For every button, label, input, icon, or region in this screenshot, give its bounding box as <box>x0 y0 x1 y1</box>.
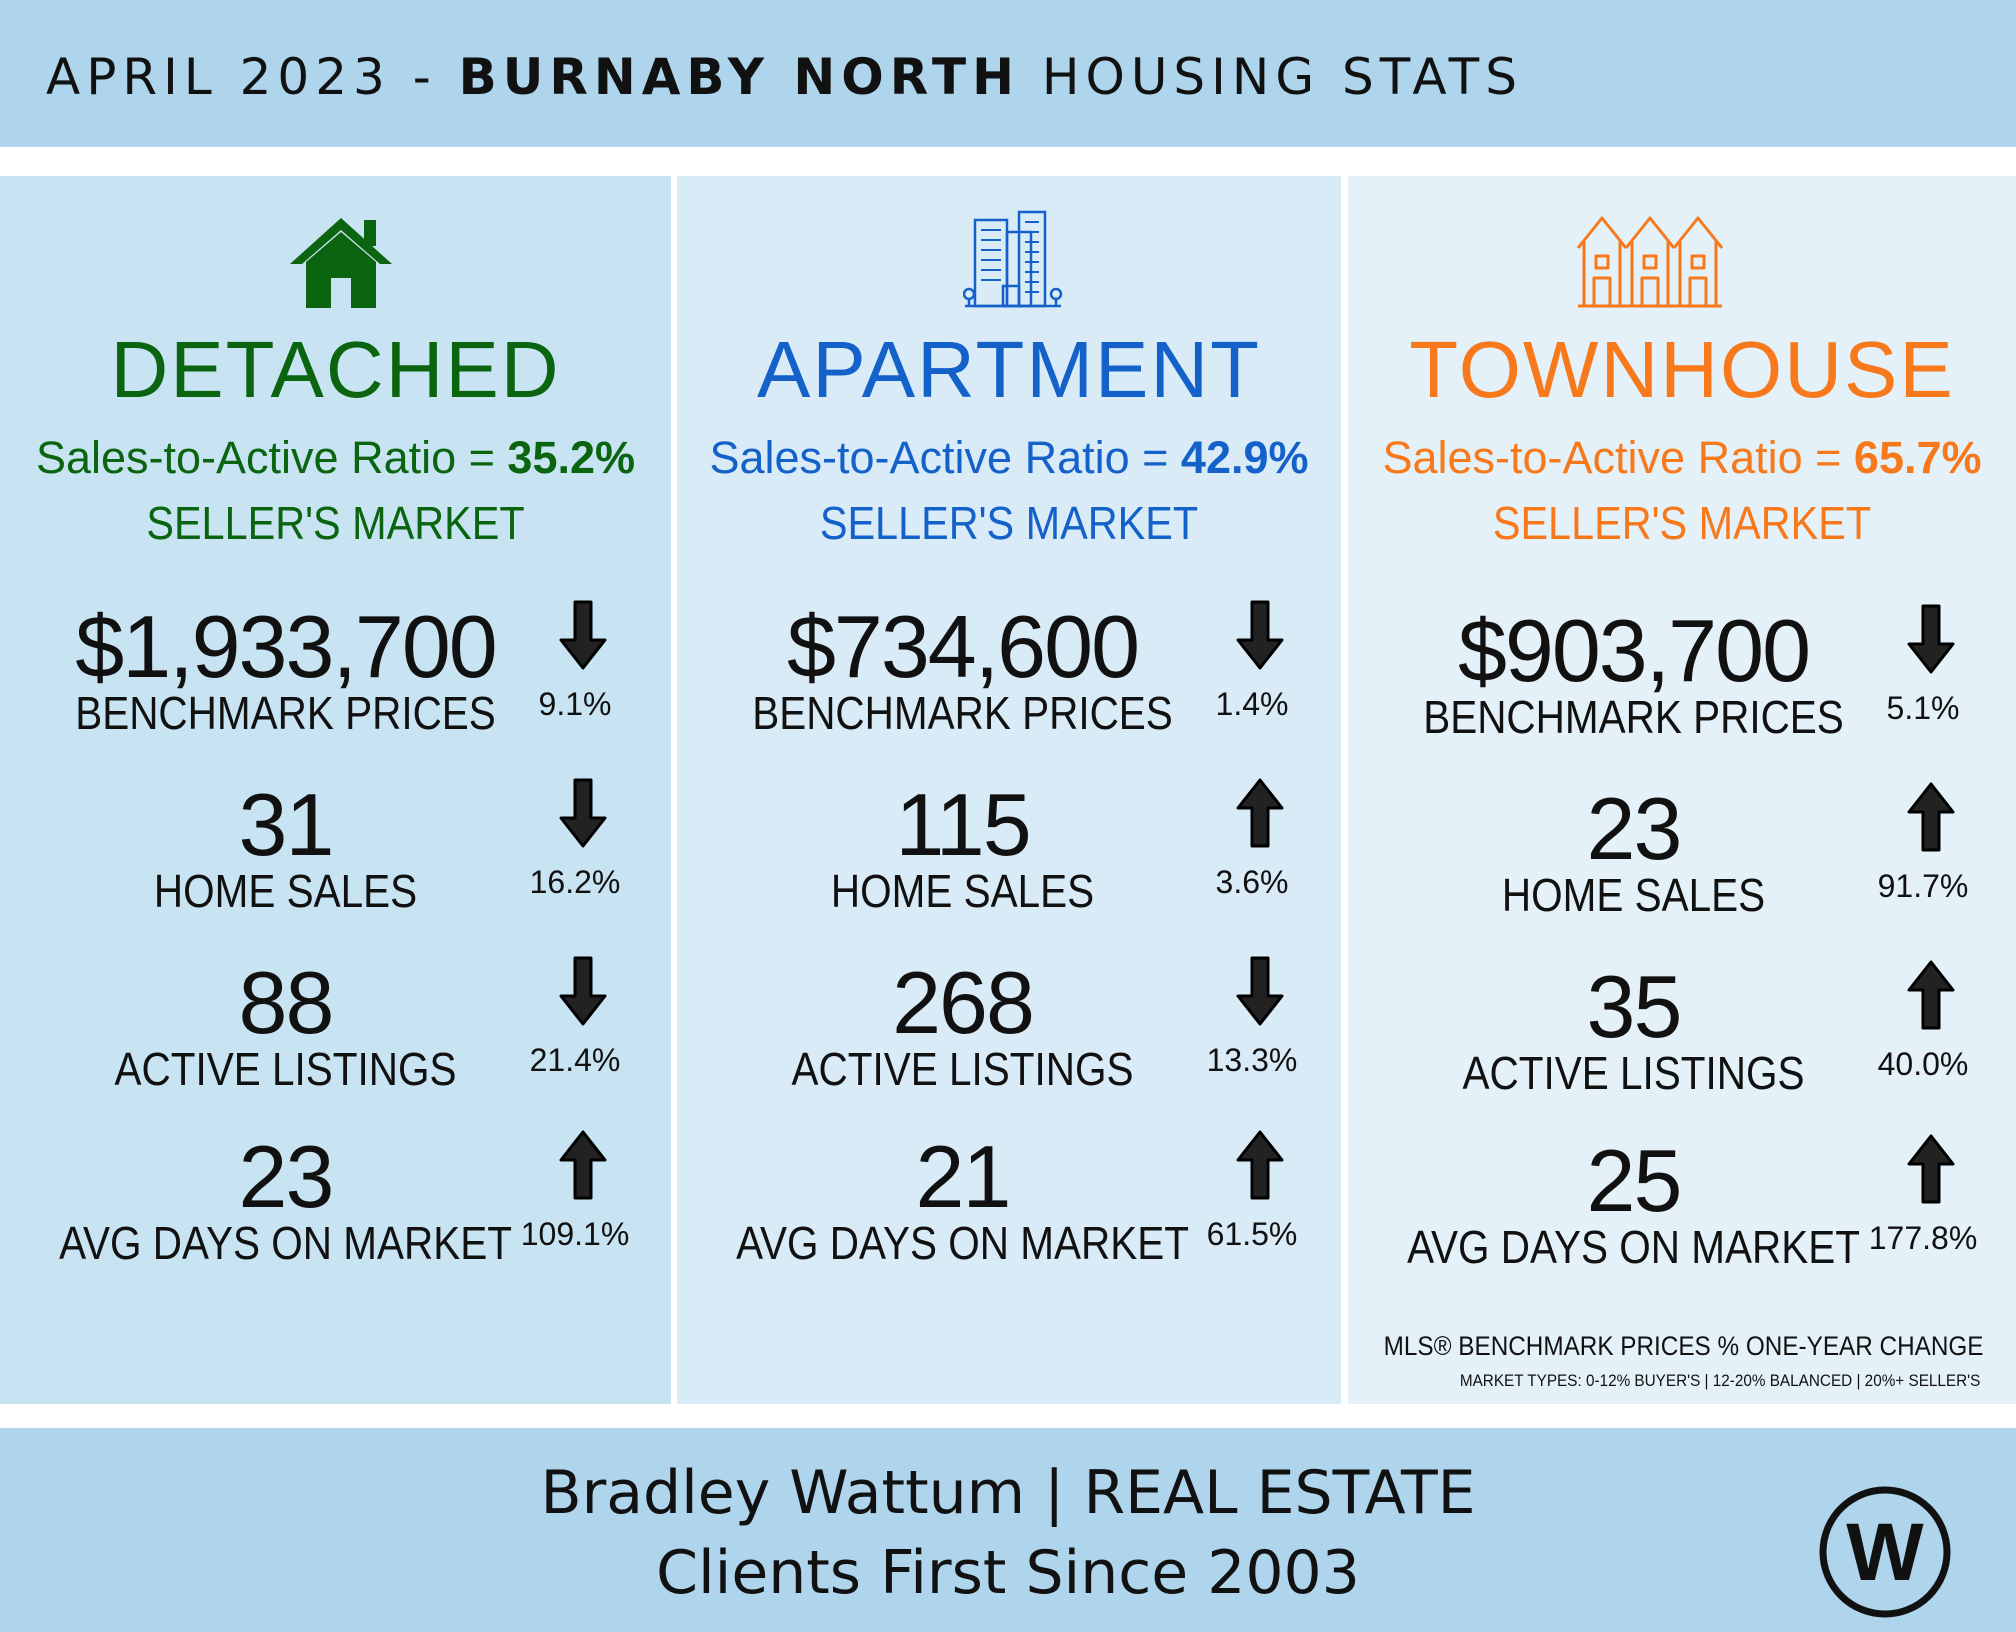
stat-home-sales: 31 HOME SALES 16.2% <box>0 774 671 924</box>
stat-label: ACTIVE LISTINGS <box>1462 1047 1805 1099</box>
stat-label: ACTIVE LISTINGS <box>114 1043 457 1095</box>
stat-label: HOME SALES <box>830 865 1095 917</box>
column-townhouse: TOWNHOUSE Sales-to-Active Ratio = 65.7% … <box>1348 176 2016 1404</box>
stat-benchmark-price: $734,600 BENCHMARK PRICES 1.4% <box>677 596 1341 746</box>
stat-benchmark-price: $903,700 BENCHMARK PRICES 5.1% <box>1348 600 2016 750</box>
market-type-townhouse: SELLER'S MARKET <box>1492 497 1872 549</box>
arrow-up-icon <box>1236 778 1284 848</box>
stat-change: 16.2% <box>529 864 621 900</box>
arrow-down-icon <box>1236 956 1284 1026</box>
footnote-market-types: MARKET TYPES: 0-12% BUYER'S | 12-20% BAL… <box>1459 1371 1980 1390</box>
stat-label: BENCHMARK PRICES <box>752 687 1173 739</box>
stat-value: 88 <box>238 953 335 1052</box>
stat-home-sales: 23 HOME SALES 91.7% <box>1348 778 2016 928</box>
stat-value: $734,600 <box>786 597 1140 696</box>
column-detached: DETACHED Sales-to-Active Ratio = 35.2% S… <box>0 176 671 1404</box>
stat-change: 21.4% <box>529 1042 621 1078</box>
type-title-detached: DETACHED <box>110 325 561 414</box>
stat-label: AVG DAYS ON MARKET <box>1407 1221 1860 1273</box>
arrow-up-icon <box>1907 1134 1955 1204</box>
stat-label: BENCHMARK PRICES <box>1423 691 1844 743</box>
stat-label: ACTIVE LISTINGS <box>791 1043 1134 1095</box>
arrow-up-icon <box>1236 1130 1284 1200</box>
stat-label: HOME SALES <box>1501 869 1766 921</box>
stat-change: 3.6% <box>1215 864 1289 900</box>
type-title-townhouse: TOWNHOUSE <box>1409 325 1955 414</box>
ratio-value: 42.9% <box>1180 432 1309 483</box>
stat-change: 5.1% <box>1886 690 1960 726</box>
agent-tagline: Clients First Since 2003 <box>656 1538 1360 1608</box>
stat-value: 23 <box>1586 779 1683 878</box>
ratio-label: Sales-to-Active Ratio = <box>35 432 508 483</box>
agent-name: Bradley Wattum | REAL ESTATE <box>540 1458 1476 1528</box>
title-suffix: HOUSING STATS <box>1019 48 1523 106</box>
arrow-down-icon <box>1236 600 1284 670</box>
stat-change: 1.4% <box>1215 686 1289 722</box>
stat-active-listings: 268 ACTIVE LISTINGS 13.3% <box>677 952 1341 1102</box>
arrow-up-icon <box>1907 960 1955 1030</box>
stat-active-listings: 35 ACTIVE LISTINGS 40.0% <box>1348 956 2016 1106</box>
apartment-building-icon <box>963 210 1063 308</box>
stat-label: HOME SALES <box>153 865 418 917</box>
stat-label: AVG DAYS ON MARKET <box>736 1217 1189 1269</box>
stat-avg-days-on-market: 23 AVG DAYS ON MARKET 109.1% <box>0 1126 671 1276</box>
arrow-down-icon <box>559 600 607 670</box>
ratio-detached: Sales-to-Active Ratio = 35.2% <box>0 432 671 484</box>
footnote-benchmark: MLS® BENCHMARK PRICES % ONE-YEAR CHANGE <box>1384 1331 1984 1361</box>
column-apartment: APARTMENT Sales-to-Active Ratio = 42.9% … <box>677 176 1341 1404</box>
arrow-down-icon <box>1907 604 1955 674</box>
ratio-label: Sales-to-Active Ratio = <box>1382 432 1854 483</box>
ratio-value: 35.2% <box>507 432 636 483</box>
market-type-detached: SELLER'S MARKET <box>146 497 525 549</box>
type-title-apartment: APARTMENT <box>757 325 1261 414</box>
page-title: APRIL 2023 - BURNABY NORTH HOUSING STATS <box>46 48 1523 106</box>
stat-value: 115 <box>895 775 1031 874</box>
stat-value: 31 <box>238 775 335 874</box>
stat-home-sales: 115 HOME SALES 3.6% <box>677 774 1341 924</box>
w-logo-icon: W <box>1819 1486 1951 1618</box>
stat-value: $1,933,700 <box>75 597 497 696</box>
stat-value: $903,700 <box>1457 601 1811 700</box>
stat-value: 21 <box>915 1127 1012 1226</box>
stat-active-listings: 88 ACTIVE LISTINGS 21.4% <box>0 952 671 1102</box>
townhouse-icon <box>1576 216 1724 308</box>
ratio-value: 65.7% <box>1853 432 1982 483</box>
arrow-down-icon <box>559 778 607 848</box>
arrow-up-icon <box>1907 782 1955 852</box>
stat-label: AVG DAYS ON MARKET <box>59 1217 512 1269</box>
stat-change: 9.1% <box>538 686 612 722</box>
title-area: BURNABY NORTH <box>458 48 1020 106</box>
footer-banner: Bradley Wattum | REAL ESTATE Clients Fir… <box>0 1428 2016 1632</box>
logo-letter: W <box>1846 1507 1924 1598</box>
stat-benchmark-price: $1,933,700 BENCHMARK PRICES 9.1% <box>0 596 671 746</box>
header-banner: APRIL 2023 - BURNABY NORTH HOUSING STATS <box>0 0 2016 147</box>
ratio-apartment: Sales-to-Active Ratio = 42.9% <box>677 432 1341 484</box>
ratio-label: Sales-to-Active Ratio = <box>709 432 1181 483</box>
stat-change: 91.7% <box>1877 868 1969 904</box>
title-date: APRIL 2023 - <box>46 48 459 106</box>
stat-avg-days-on-market: 25 AVG DAYS ON MARKET 177.8% <box>1348 1130 2016 1280</box>
arrow-up-icon <box>559 1130 607 1200</box>
stat-label: BENCHMARK PRICES <box>75 687 496 739</box>
stat-change: 13.3% <box>1206 1042 1298 1078</box>
stat-change: 109.1% <box>520 1216 630 1252</box>
stat-value: 268 <box>892 953 1035 1052</box>
ratio-townhouse: Sales-to-Active Ratio = 65.7% <box>1348 432 2016 484</box>
stat-avg-days-on-market: 21 AVG DAYS ON MARKET 61.5% <box>677 1126 1341 1276</box>
market-type-apartment: SELLER'S MARKET <box>819 497 1199 549</box>
arrow-down-icon <box>559 956 607 1026</box>
house-icon <box>290 218 392 308</box>
stat-change: 177.8% <box>1868 1220 1978 1256</box>
stat-change: 40.0% <box>1877 1046 1969 1082</box>
stat-value: 23 <box>238 1127 335 1226</box>
stat-value: 35 <box>1586 957 1683 1056</box>
stat-value: 25 <box>1586 1131 1683 1230</box>
stat-change: 61.5% <box>1206 1216 1298 1252</box>
